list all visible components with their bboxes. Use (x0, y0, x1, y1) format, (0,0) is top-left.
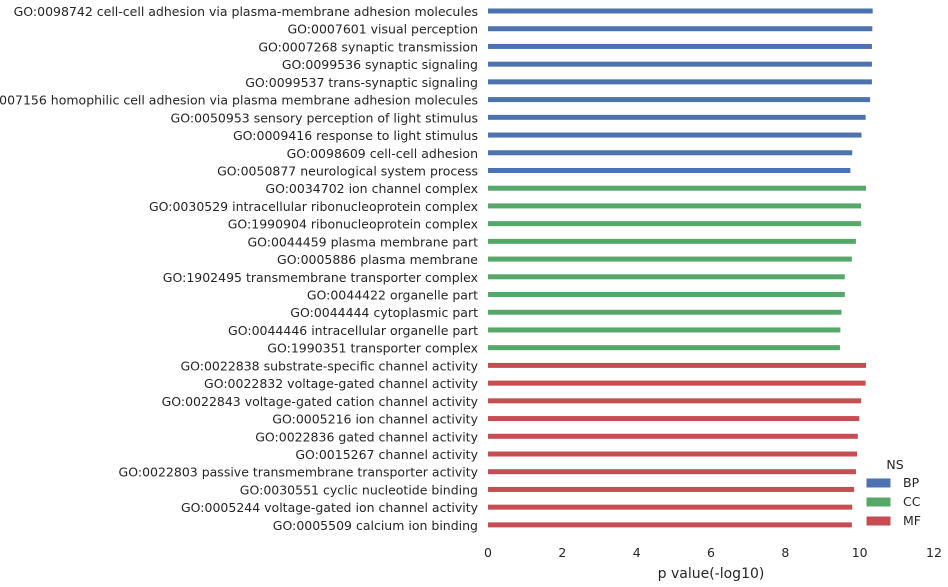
bar-bp (488, 61, 872, 67)
category-label: GO:1990351 transporter complex (267, 341, 478, 356)
legend-title: NS (886, 457, 903, 472)
bar-bp (488, 43, 872, 49)
category-label: GO:0007156 homophilic cell adhesion via … (0, 93, 478, 108)
legend-swatch-cc (865, 496, 892, 508)
bar-bp (488, 97, 871, 103)
bar-cc (488, 292, 845, 298)
x-axis-title: p value(-log10) (658, 566, 765, 582)
category-label: GO:0022832 voltage-gated channel activit… (204, 376, 479, 391)
category-label: GO:0007601 visual perception (287, 22, 478, 37)
bars (488, 8, 873, 528)
category-label: GO:0044446 intracellular organelle part (228, 323, 478, 338)
bar-bp (488, 8, 873, 14)
category-label: GO:0022843 voltage-gated cation channel … (162, 394, 479, 409)
category-label: GO:0005886 plasma membrane (277, 252, 478, 267)
x-tick-label: 10 (852, 545, 868, 560)
bar-cc (488, 221, 862, 227)
category-label: GO:0034702 ion channel complex (265, 181, 478, 196)
category-label: GO:0044422 organelle part (307, 288, 478, 303)
category-labels: GO:0098742 cell-cell adhesion via plasma… (0, 4, 479, 533)
bar-cc (488, 238, 856, 244)
bar-mf (488, 522, 852, 528)
bar-cc (488, 309, 842, 315)
category-label: GO:0099537 trans-synaptic signaling (245, 75, 478, 90)
bar-bp (488, 167, 851, 173)
category-label: GO:0005509 calcium ion binding (273, 518, 478, 533)
category-label: GO:0005216 ion channel activity (272, 412, 478, 427)
category-label: GO:0030529 intracellular ribonucleoprote… (149, 199, 478, 214)
bar-mf (488, 398, 862, 404)
bar-mf (488, 362, 866, 368)
category-label: GO:0022836 gated channel activity (255, 429, 478, 444)
bar-mf (488, 486, 855, 492)
legend-label-bp: BP (903, 475, 920, 490)
bar-cc (488, 345, 840, 351)
bar-mf (488, 380, 866, 386)
category-label: GO:0015267 channel activity (295, 447, 478, 462)
bar-cc (488, 203, 862, 209)
category-label: GO:0050953 sensory perception of light s… (171, 110, 478, 125)
bar-bp (488, 150, 853, 156)
legend-swatch-bp (865, 477, 892, 489)
x-axis-ticks: 0 2 4 6 8 10 12 (484, 545, 942, 560)
category-label: GO:0044459 plasma membrane part (247, 234, 478, 249)
bar-cc (488, 256, 852, 262)
x-tick-label: 8 (781, 545, 789, 560)
bar-mf (488, 504, 853, 510)
category-label: GO:0022803 passive transmembrane transpo… (119, 465, 479, 480)
category-label: GO:0050877 neurological system process (217, 163, 478, 178)
category-label: GO:0009416 response to light stimulus (233, 128, 478, 143)
category-label: GO:1990904 ribonucleoprotein complex (228, 217, 478, 232)
category-label: GO:0098609 cell-cell adhesion (287, 146, 478, 161)
bar-cc (488, 185, 866, 191)
category-label: GO:0005244 voltage-gated ion channel act… (181, 500, 479, 515)
bar-cc (488, 327, 841, 333)
x-tick-label: 0 (484, 545, 492, 560)
bar-bp (488, 26, 873, 32)
category-label: GO:0044444 cytoplasmic part (290, 305, 478, 320)
x-tick-label: 12 (926, 545, 942, 560)
bar-bp (488, 114, 866, 120)
bar-mf (488, 469, 856, 475)
category-label: GO:0030551 cyclic nucleotide binding (240, 482, 478, 497)
bar-bp (488, 79, 872, 85)
x-tick-label: 6 (707, 545, 715, 560)
legend-label-mf: MF (903, 513, 921, 528)
legend-swatch-mf (865, 515, 892, 527)
x-tick-label: 2 (558, 545, 566, 560)
bar-cc (488, 274, 845, 280)
legend-label-cc: CC (903, 494, 921, 509)
bar-mf (488, 416, 860, 422)
x-tick-label: 4 (633, 545, 641, 560)
category-label: GO:0099536 synaptic signaling (282, 57, 478, 72)
category-label: GO:0022838 substrate-specific channel ac… (180, 358, 478, 373)
bar-mf (488, 451, 858, 457)
category-label: GO:0007268 synaptic transmission (258, 39, 478, 54)
category-label: GO:0098742 cell-cell adhesion via plasma… (14, 4, 478, 19)
legend: NS BP CC MF (865, 457, 921, 528)
bar-mf (488, 433, 858, 439)
bar-bp (488, 132, 862, 138)
category-label: GO:1902495 transmembrane transporter com… (163, 270, 478, 285)
